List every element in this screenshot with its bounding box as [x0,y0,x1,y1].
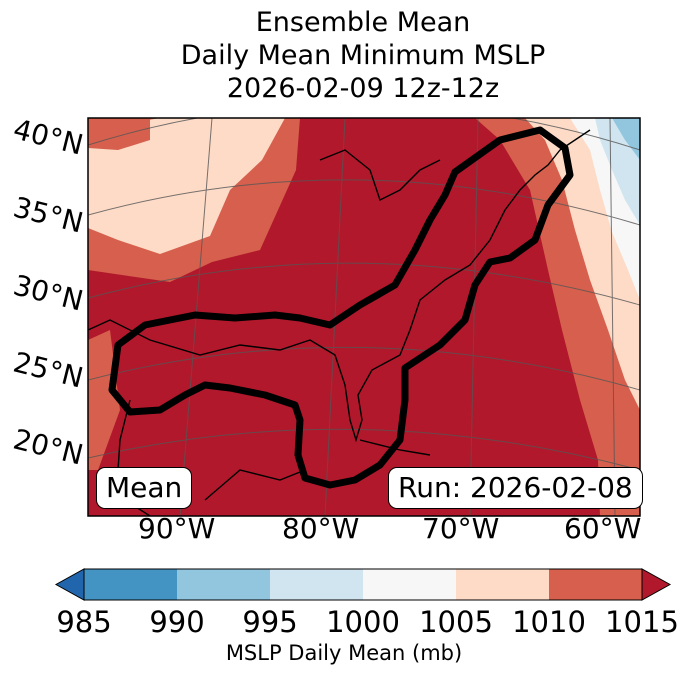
run-box: Run: 2026-02-08 [388,467,643,509]
colorbar-frame [83,568,643,601]
title-line-1: Ensemble Mean [255,7,471,38]
colorbar-segment-995 [270,569,363,600]
colorbar-label: MSLP Daily Mean (mb) [225,641,463,665]
colorbar-tick-1010: 1010 [512,605,586,639]
lon-label-80w: 80°W [282,512,360,545]
colorbar-tick-995: 995 [242,605,298,639]
lon-label-90w: 90°W [138,512,216,545]
graticule [88,118,640,516]
colorbar-segment-1010 [549,569,642,600]
mean-box: Mean [96,467,193,509]
map-frame [87,117,641,517]
colorbar-extend-low [54,568,85,601]
title-line-3: 2026-02-09 12z-12z [226,73,500,104]
colorbar-segment-1005 [456,569,549,600]
field-985-990-ne [612,118,640,160]
field-1000-1005-nw [88,118,285,254]
colorbar-extend-high [641,568,672,601]
colorbar-tick-1005: 1005 [419,605,493,639]
lon-label-70w: 70°W [422,512,500,545]
colorbar-tick-990: 990 [149,605,205,639]
colorbar-segment-990 [177,569,270,600]
colorbar-tick-1015: 1015 [605,605,679,639]
colorbar-segment-1000 [363,569,456,600]
colorbar-segment-985 [84,569,177,600]
field-1005-1010-nw-corner [88,118,150,150]
lon-label-60w: 60°W [564,512,642,545]
chart-title: Ensemble Mean Daily Mean Minimum MSLP 20… [0,6,688,105]
ensemble-contour [108,126,574,489]
colorbar-tick-1000: 1000 [326,605,400,639]
colorbar-tick-985: 985 [56,605,112,639]
title-line-2: Daily Mean Minimum MSLP [180,40,546,71]
mslp-field [88,118,640,516]
